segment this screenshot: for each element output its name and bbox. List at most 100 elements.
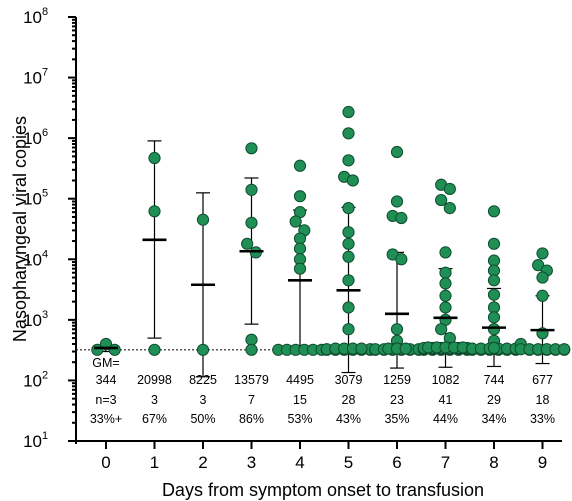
data-point — [395, 253, 408, 266]
y-tick-exponent: 5 — [42, 188, 48, 200]
data-point — [355, 342, 368, 355]
data-point — [536, 271, 549, 284]
data-point — [346, 174, 359, 187]
data-point — [487, 237, 501, 250]
x-tick-label: 3 — [247, 453, 256, 472]
n-value: 41 — [439, 393, 453, 407]
data-point — [435, 323, 448, 336]
percent-value: 43% — [336, 412, 361, 426]
y-tick-base: 10 — [23, 250, 42, 269]
data-point — [439, 301, 452, 314]
gm-value: 20998 — [137, 373, 172, 387]
data-point — [439, 246, 452, 259]
x-tick-label: 6 — [392, 453, 401, 472]
data-point — [241, 237, 254, 250]
n-value: 23 — [390, 393, 404, 407]
y-tick-exponent: 3 — [42, 309, 48, 321]
data-point — [390, 195, 404, 208]
percent-value: 33% — [530, 412, 555, 426]
data-point — [390, 323, 404, 336]
group-day-9: 677 18 33% — [514, 247, 571, 426]
percent-value: 34% — [481, 412, 506, 426]
data-point — [390, 145, 404, 159]
percent-value: 53% — [287, 412, 312, 426]
x-tick-label: 8 — [489, 453, 498, 472]
n-value: 3 — [200, 393, 207, 407]
data-point — [148, 343, 161, 356]
gm-row-label: GM= — [92, 356, 119, 370]
data-point — [342, 301, 355, 314]
group-day-1: 20998 3 67% — [137, 140, 172, 426]
x-tick-label: 1 — [150, 453, 159, 472]
x-tick-label: 7 — [441, 453, 450, 472]
n-value: 3 — [151, 393, 158, 407]
y-tick-base: 10 — [23, 8, 42, 27]
group-day-8: 744 29 34% — [466, 205, 522, 426]
gm-value: 344 — [96, 373, 117, 387]
group-day-0: 344 n=3 33%+ — [90, 337, 122, 426]
y-tick-exponent: 6 — [42, 127, 48, 139]
group-day-3: 13579 7 86% — [234, 142, 269, 426]
data-point — [532, 259, 545, 272]
data-point — [487, 311, 501, 324]
gm-value: 13579 — [234, 373, 269, 387]
group-day-2: 8225 3 50% — [189, 192, 217, 426]
data-point — [399, 342, 412, 355]
data-point — [245, 142, 258, 155]
x-tick-label: 9 — [538, 453, 547, 472]
y-tick-label: 10 — [23, 69, 42, 88]
y-tick-base: 10 — [23, 190, 42, 209]
percent-value: 35% — [384, 412, 409, 426]
data-point — [395, 211, 408, 225]
y-tick-exponent: 1 — [42, 430, 48, 442]
data-point — [439, 266, 452, 279]
x-tick-label: 4 — [295, 453, 304, 472]
y-tick-label: 10 — [23, 129, 42, 148]
data-point — [487, 341, 501, 355]
data-point — [487, 205, 501, 218]
data-point — [148, 151, 161, 165]
data-point — [342, 237, 355, 250]
marks: 344 n=3 33%+ 20998 3 67% 8225 3 50% 13579 7 86% 4495… — [76, 105, 571, 426]
y-tick-label: 10 — [23, 311, 42, 330]
y-tick-label: 10 — [23, 8, 42, 27]
n-value: 15 — [293, 393, 307, 407]
x-axis-label: Days from symptom onset to transfusion — [162, 480, 484, 500]
gm-value: 4495 — [286, 373, 314, 387]
n-value: 28 — [342, 393, 356, 407]
gm-value: 1259 — [383, 373, 411, 387]
axes: 10 110 210 310 410 510 610 710 80 1 2 3 4 5 6 7 8 9 — [23, 6, 562, 472]
data-point — [293, 190, 307, 203]
n-value: 7 — [248, 393, 255, 407]
x-tick-label: 0 — [101, 453, 110, 472]
data-point — [293, 232, 307, 245]
y-tick-exponent: 7 — [42, 67, 48, 79]
data-point — [245, 183, 258, 196]
data-point — [245, 333, 258, 346]
n-value: n=3 — [95, 393, 116, 407]
y-tick-exponent: 8 — [42, 6, 48, 18]
data-point — [443, 201, 456, 215]
gm-value: 744 — [484, 373, 505, 387]
group-day-6: 1259 23 35% — [369, 145, 425, 426]
data-point — [289, 215, 302, 228]
data-point — [293, 262, 307, 275]
labels: Days from symptom onset to transfusion N… — [10, 116, 484, 500]
gm-value: 1082 — [432, 373, 460, 387]
data-point — [245, 216, 258, 229]
data-point — [148, 205, 161, 218]
data-point — [443, 182, 456, 196]
data-point — [196, 343, 210, 356]
data-point — [558, 343, 571, 356]
group-day-4: 4495 15 53% — [272, 159, 328, 426]
group-day-5: 3079 28 43% — [320, 105, 377, 426]
data-point — [108, 343, 121, 356]
x-tick-label: 2 — [198, 453, 207, 472]
gm-value: 3079 — [335, 373, 363, 387]
data-point — [342, 105, 355, 119]
x-tick-label: 5 — [344, 453, 353, 472]
data-point — [342, 226, 355, 239]
data-point — [536, 289, 549, 302]
data-point — [439, 289, 452, 302]
